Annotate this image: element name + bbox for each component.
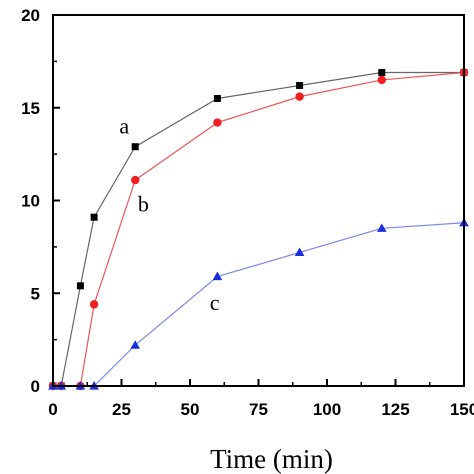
- y-tick-label: 15: [21, 99, 40, 118]
- series-b-point: [377, 75, 386, 85]
- series-c-line: [53, 222, 465, 387]
- series-a-point: [90, 213, 98, 221]
- x-tick-label: 50: [181, 400, 200, 419]
- y-tick-label: 0: [31, 377, 40, 396]
- plot-frame: [52, 14, 465, 387]
- series-c-point: [377, 223, 387, 232]
- series-b-point: [213, 118, 222, 127]
- y-tick-label: 10: [21, 192, 40, 211]
- x-tick-label: 0: [48, 400, 57, 419]
- series-a-point: [296, 81, 304, 89]
- series-b-line: [53, 71, 465, 387]
- series-c-point: [294, 247, 305, 257]
- series-a-point: [213, 94, 221, 102]
- axes: 0 25 50 75 100 125 150 0 5 10 15 20: [21, 6, 474, 419]
- x-tick-label: 75: [249, 400, 268, 419]
- x-tick-label: 100: [313, 400, 341, 419]
- series-c-point: [130, 340, 140, 349]
- series-label-a: a: [119, 114, 129, 139]
- series-a-point: [378, 69, 386, 77]
- plot-area: a b c: [48, 68, 469, 391]
- series-a-line: [53, 71, 464, 387]
- series-label-c: c: [210, 290, 220, 315]
- series-c-point: [212, 271, 223, 281]
- x-tick-label: 125: [381, 400, 409, 419]
- series-a-point: [131, 143, 139, 151]
- series-b-point: [131, 175, 140, 185]
- series-b-point: [295, 92, 304, 101]
- series-a-point: [76, 282, 84, 290]
- x-tick-label: 150: [450, 400, 474, 419]
- x-tick-label: 25: [112, 400, 131, 419]
- y-tick-label: 5: [31, 284, 40, 303]
- series-label-b: b: [138, 192, 149, 217]
- x-axis-title: Time (min): [210, 444, 333, 474]
- series-b-point: [89, 300, 99, 309]
- y-tick-label: 20: [21, 6, 40, 25]
